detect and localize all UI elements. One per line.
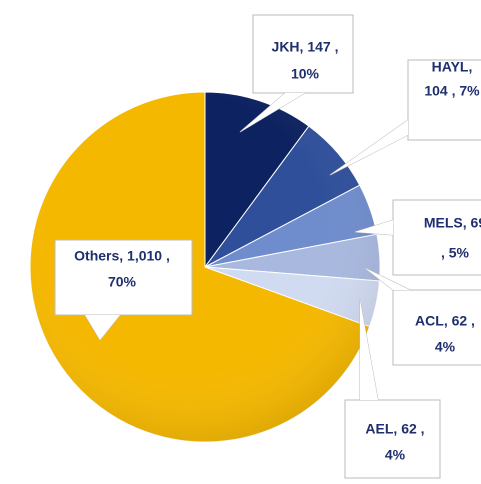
label-box bbox=[407, 59, 481, 141]
label-box bbox=[54, 239, 193, 316]
pie-shading bbox=[30, 92, 380, 442]
data-label: , 5% bbox=[441, 245, 470, 261]
data-label: ACL, 62 , bbox=[415, 313, 475, 329]
callout-joint bbox=[360, 300, 378, 400]
data-label: MELS, 69 bbox=[424, 215, 481, 231]
data-label: Others, 1,010 , bbox=[74, 248, 170, 264]
data-label: JKH, 147 , bbox=[272, 39, 339, 55]
callout-joint bbox=[240, 93, 305, 132]
callout-joint bbox=[365, 268, 410, 290]
data-label: 70% bbox=[108, 274, 137, 290]
label-box bbox=[392, 289, 481, 366]
label-box bbox=[252, 14, 354, 94]
callout-joint bbox=[85, 315, 120, 340]
data-label: 10% bbox=[291, 66, 320, 82]
labels: JKH, 147 , 10% HAYL, 104 , 7% MELS, 69 , 5% AC… bbox=[54, 14, 481, 479]
label-box bbox=[392, 199, 481, 276]
data-label: 4% bbox=[435, 339, 456, 355]
label-box bbox=[344, 399, 441, 479]
callout-joint bbox=[330, 120, 408, 175]
data-label: 4% bbox=[385, 447, 406, 463]
data-label: AEL, 62 , bbox=[365, 421, 424, 437]
callout-joint bbox=[355, 220, 393, 235]
data-label: HAYL, bbox=[432, 59, 473, 75]
data-label: 104 , 7% bbox=[424, 83, 480, 99]
